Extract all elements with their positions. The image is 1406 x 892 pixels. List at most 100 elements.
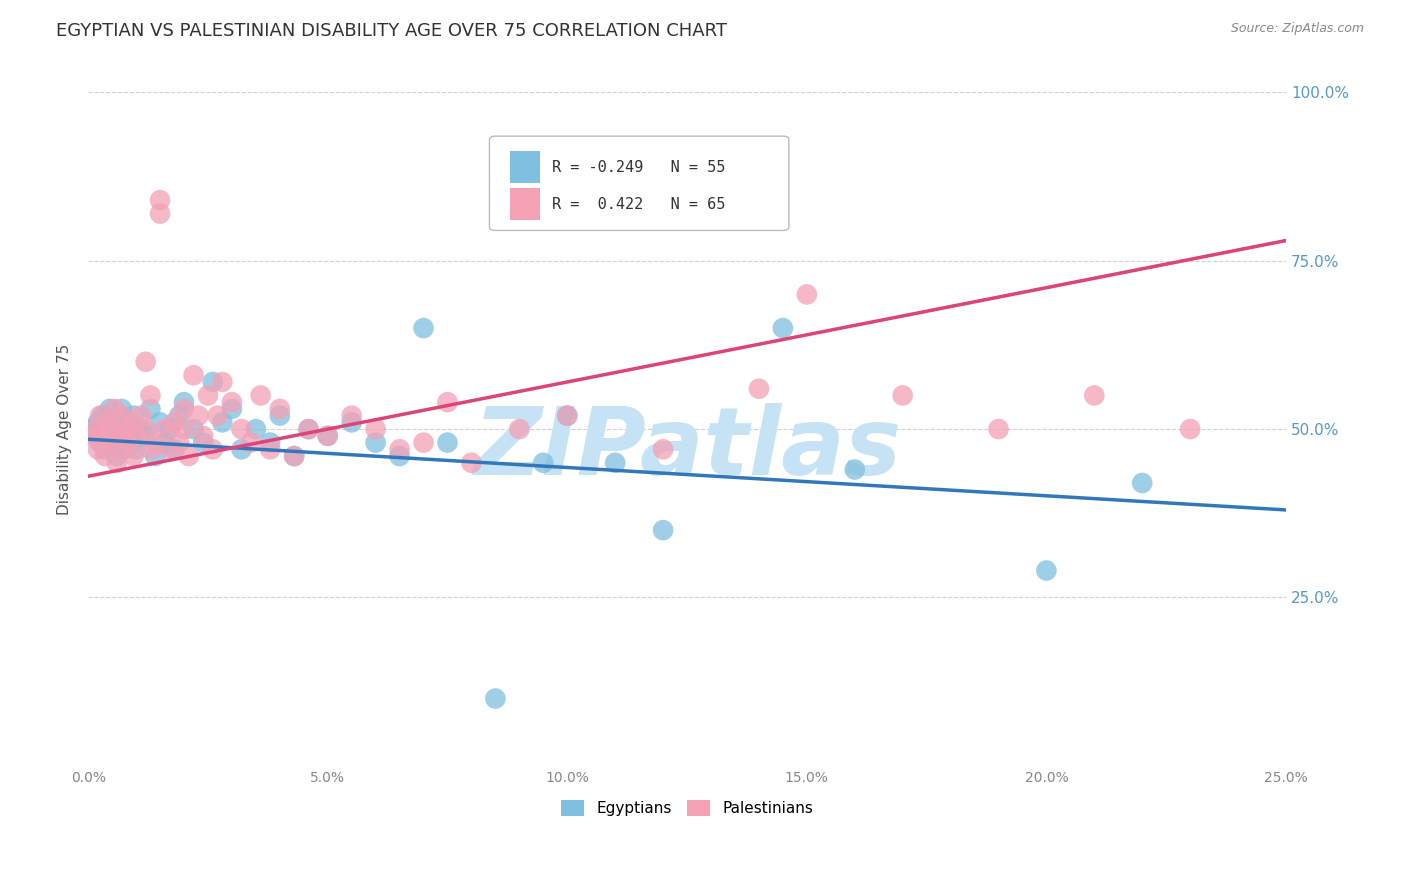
Point (388, 449, 411, 463)
Point (531, 456, 554, 470)
Point (91, 409, 114, 423)
Point (163, 416, 186, 430)
Point (101, 435, 124, 450)
Point (269, 401, 291, 416)
Point (108, 429, 131, 443)
Point (122, 409, 145, 423)
Point (388, 442, 411, 457)
Point (101, 435, 124, 450)
Point (173, 422, 195, 436)
Point (191, 435, 214, 450)
Bar (510, 188, 540, 220)
Point (135, 355, 157, 369)
Point (211, 416, 233, 430)
Point (122, 449, 145, 463)
Point (796, 287, 818, 301)
Point (207, 409, 229, 423)
Point (115, 416, 138, 430)
Text: R = -0.249   N = 55: R = -0.249 N = 55 (551, 160, 725, 175)
Point (143, 435, 166, 450)
Point (135, 429, 157, 443)
Point (201, 442, 224, 457)
Point (183, 368, 205, 383)
Point (91, 435, 114, 450)
Point (112, 442, 135, 457)
Point (891, 388, 914, 402)
Point (149, 416, 172, 430)
Point (231, 422, 253, 436)
Point (259, 435, 281, 450)
Point (84, 422, 107, 436)
Point (125, 429, 148, 443)
Text: R =  0.422   N = 65: R = 0.422 N = 65 (551, 196, 725, 211)
Point (231, 442, 253, 457)
Point (153, 422, 176, 436)
Point (987, 422, 1010, 436)
Point (177, 449, 200, 463)
Point (283, 449, 305, 463)
Point (221, 395, 243, 409)
Point (118, 422, 141, 436)
Text: EGYPTIAN VS PALESTINIAN DISABILITY AGE OVER 75 CORRELATION CHART: EGYPTIAN VS PALESTINIAN DISABILITY AGE O… (56, 22, 727, 40)
Point (98, 401, 121, 416)
Point (112, 442, 135, 457)
Point (340, 416, 363, 430)
Point (221, 401, 243, 416)
Point (211, 375, 233, 389)
Point (118, 435, 141, 450)
Point (249, 388, 271, 402)
Point (316, 429, 339, 443)
Point (103, 416, 125, 430)
Point (240, 435, 263, 450)
Point (103, 401, 125, 416)
Point (94, 449, 117, 463)
Point (269, 409, 291, 423)
Point (143, 449, 166, 463)
Point (555, 409, 578, 423)
Point (129, 422, 152, 436)
Point (120, 435, 142, 450)
Point (201, 375, 224, 389)
Point (111, 409, 134, 423)
Point (105, 449, 128, 463)
Point (94, 442, 117, 457)
Point (1035, 564, 1057, 578)
Point (364, 435, 387, 450)
Point (84, 429, 107, 443)
Point (652, 442, 675, 457)
Point (436, 435, 458, 450)
Point (245, 422, 267, 436)
Point (412, 435, 434, 450)
Point (120, 416, 142, 430)
Point (283, 449, 305, 463)
Point (1083, 388, 1105, 402)
Point (297, 422, 319, 436)
Point (605, 456, 627, 470)
Point (748, 382, 770, 396)
Point (163, 442, 186, 457)
Point (436, 395, 458, 409)
Point (167, 435, 190, 450)
Point (772, 321, 794, 335)
Legend: Egyptians, Palestinians: Egyptians, Palestinians (555, 794, 820, 822)
Point (167, 409, 190, 423)
Point (555, 409, 578, 423)
Text: Source: ZipAtlas.com: Source: ZipAtlas.com (1230, 22, 1364, 36)
Point (364, 422, 387, 436)
Point (340, 409, 363, 423)
Point (173, 395, 195, 409)
Point (460, 456, 482, 470)
Point (87, 416, 110, 430)
FancyBboxPatch shape (489, 136, 789, 230)
Point (1178, 422, 1201, 436)
Point (139, 442, 162, 457)
Point (197, 388, 219, 402)
Point (135, 422, 157, 436)
Point (125, 442, 148, 457)
Point (508, 422, 530, 436)
Point (183, 422, 205, 436)
Point (149, 206, 172, 220)
Point (139, 401, 162, 416)
Point (115, 422, 138, 436)
Point (96, 422, 118, 436)
